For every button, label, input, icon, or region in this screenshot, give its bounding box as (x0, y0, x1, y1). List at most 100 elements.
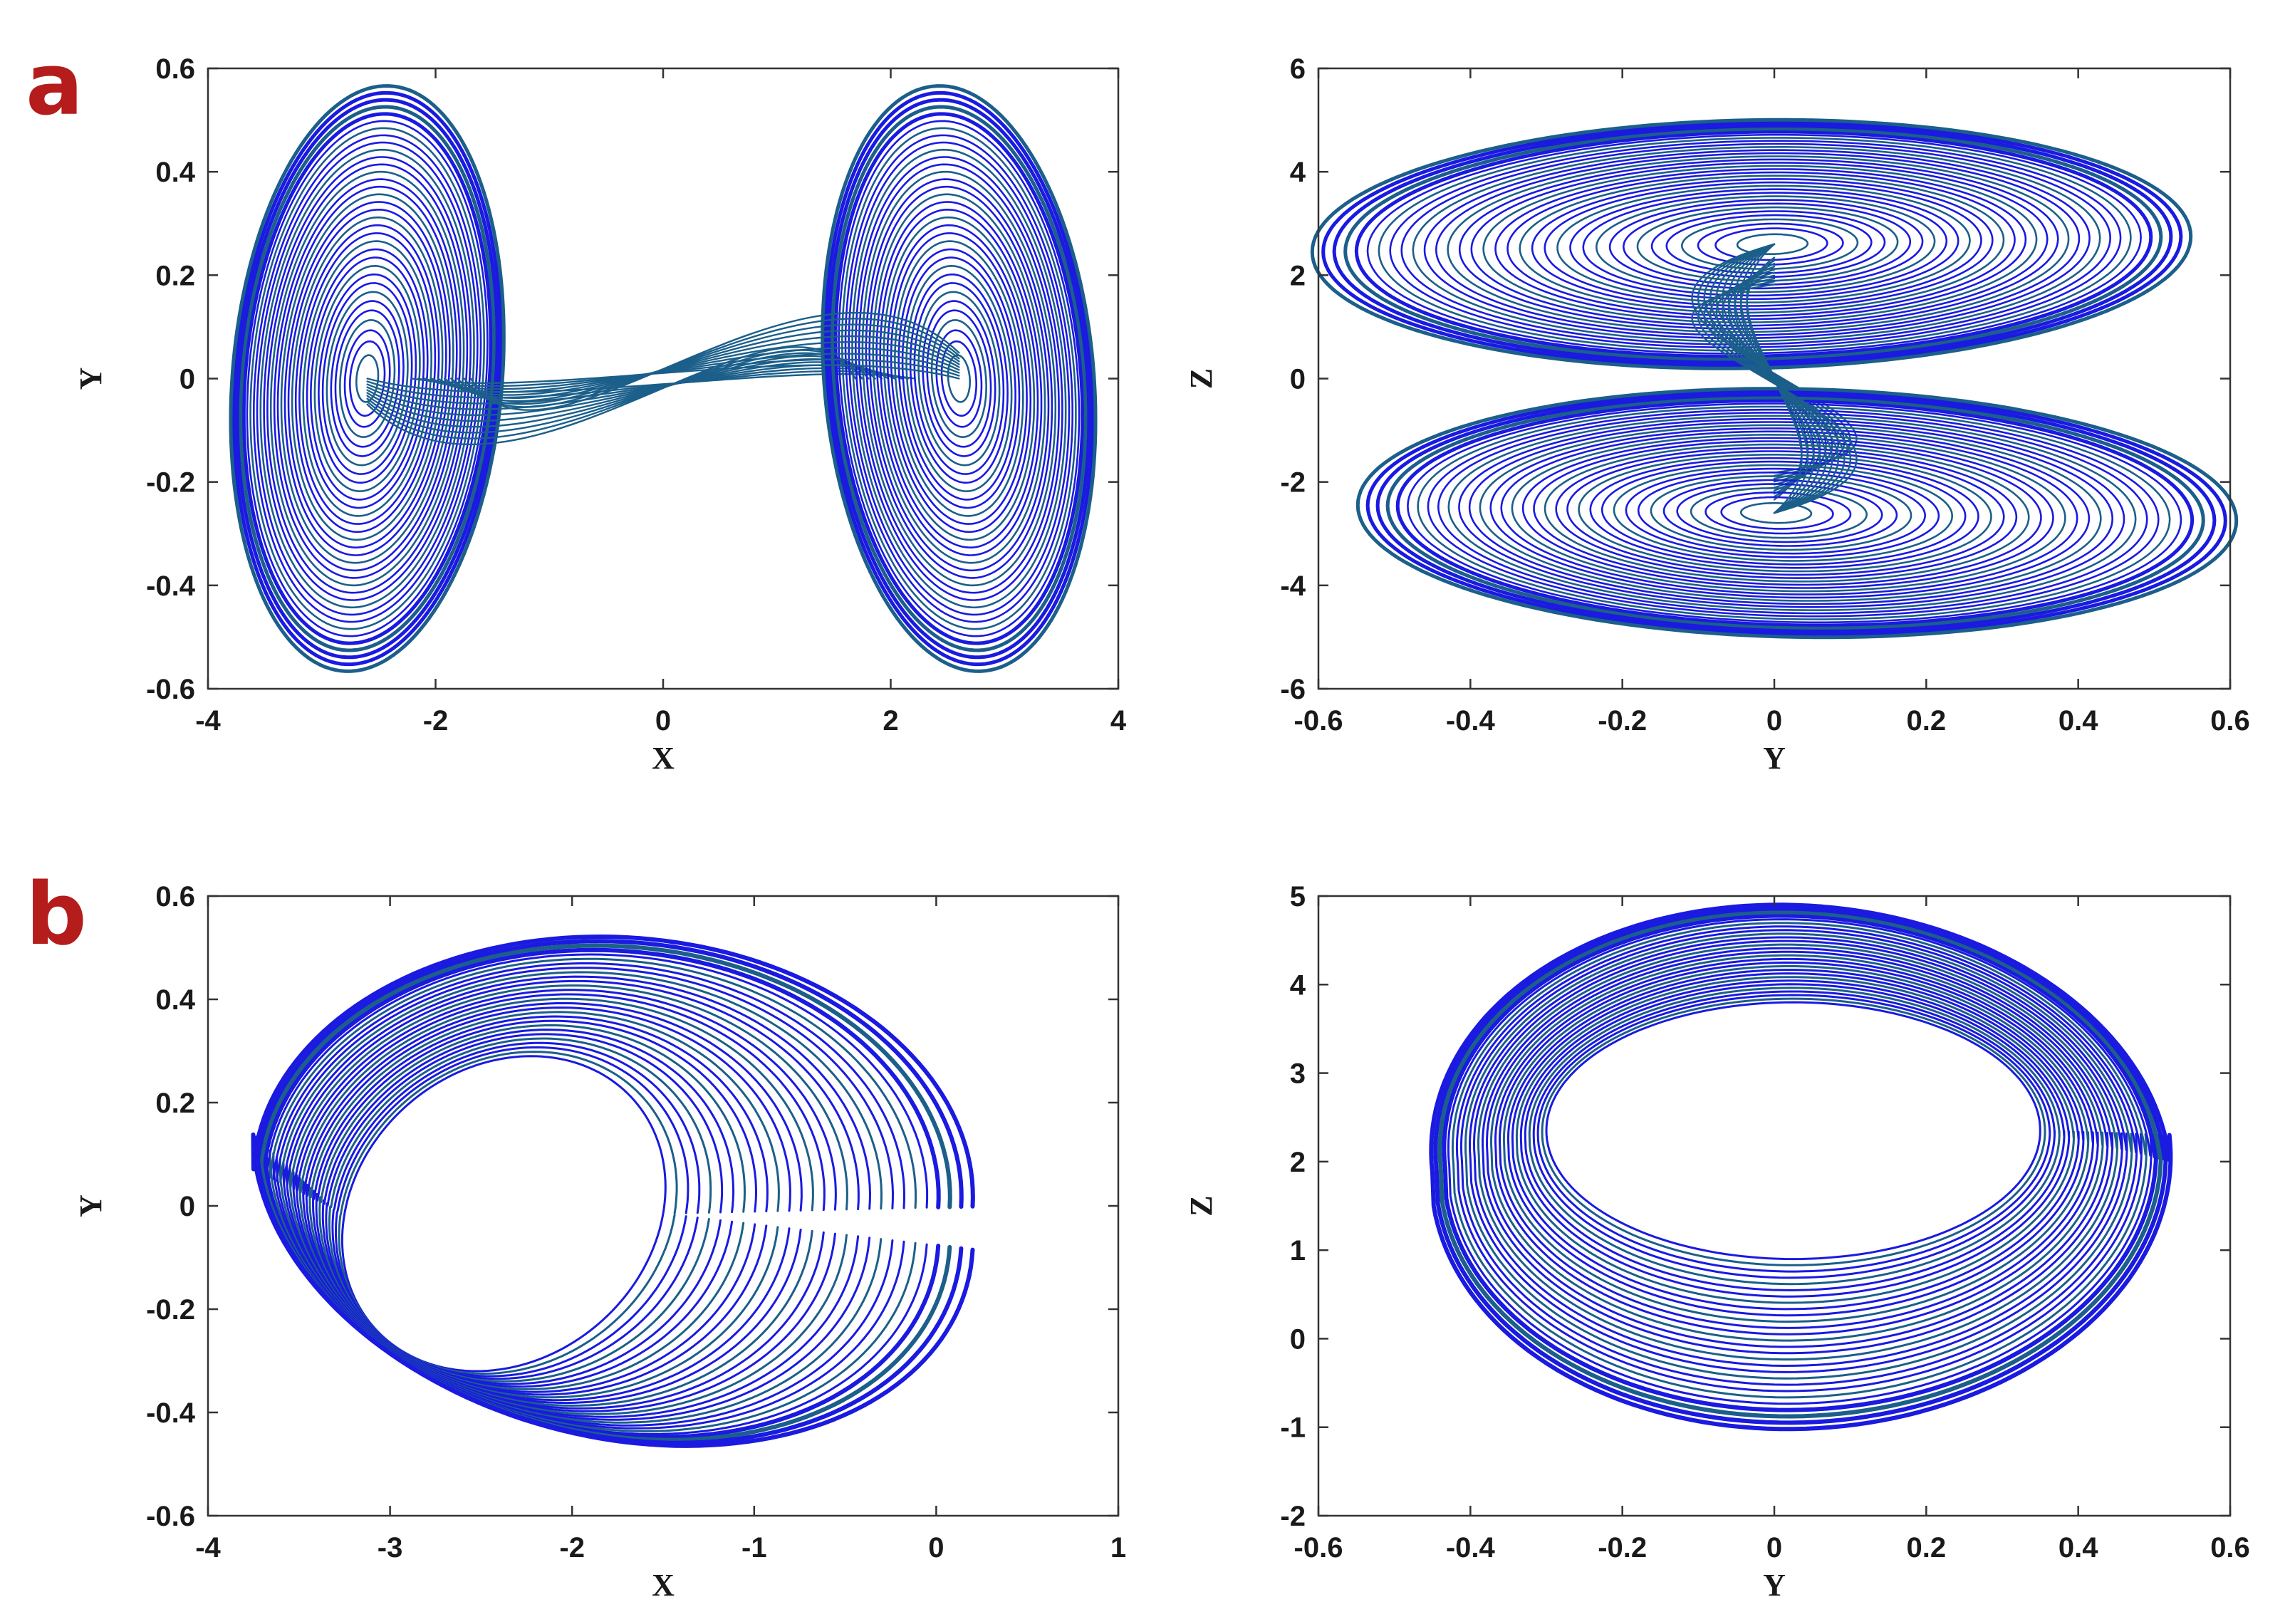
trajectory-strand (1469, 936, 2128, 1373)
trajectory-strand (321, 1029, 735, 1388)
trajectory-strand (1691, 243, 1858, 474)
y-tick-label: 2 (1290, 1147, 1306, 1178)
trajectory-strand (1500, 430, 2078, 595)
trajectory-strand (366, 349, 863, 439)
y-tick-label: -6 (1280, 674, 1306, 705)
y-tick-label: 2 (1290, 260, 1306, 291)
trajectory-0 (229, 84, 1098, 673)
trajectory-strand (457, 323, 960, 405)
trajectory-strand (430, 347, 960, 393)
trajectory-strand (330, 300, 405, 457)
trajectory-strand (1407, 402, 2182, 624)
trajectory-strand (1477, 943, 2118, 1361)
trajectory-strand (1468, 421, 2113, 605)
x-tick-label: 0 (1766, 705, 1782, 736)
trajectory-strand (1427, 408, 2160, 618)
chart-b-yz: -0.6 -0.4 -0.2 0 0.2 0.4 0.6 -2 -1 0 1 2 3 4 5 Y Z (1184, 881, 2250, 1603)
y-axis-label: Y (73, 1194, 108, 1217)
trajectory-strand (1417, 405, 2171, 620)
trajectory-strand (1544, 181, 1982, 307)
trajectory-strand (269, 170, 465, 587)
trajectory-strand (1511, 434, 2066, 593)
trajectory-1 (1310, 118, 2239, 640)
x-tick-label: -1 (741, 1532, 767, 1563)
trajectory-strand (1459, 929, 2138, 1386)
y-tick-label: -2 (1280, 1501, 1306, 1532)
trajectory-strand (306, 248, 429, 509)
trajectory-strand (315, 1019, 757, 1393)
trajectory-strand (328, 1037, 712, 1383)
trajectory-strand (287, 209, 447, 548)
trajectory-strand (1528, 987, 2061, 1286)
trajectory-strand (861, 170, 1057, 587)
x-tick-label: 1 (1110, 1532, 1126, 1563)
trajectory-strand (1400, 142, 2111, 345)
trajectory-strand (276, 185, 458, 572)
y-tick-label: -0.4 (146, 1397, 196, 1429)
trajectory-strand (1435, 152, 2081, 336)
trajectory-strand (1479, 424, 2102, 602)
plot-frame (207, 895, 1120, 1517)
y-tick-label: -0.6 (146, 1501, 195, 1532)
x-tick-label: -2 (423, 705, 449, 736)
trajectory-strand (1524, 983, 2066, 1291)
trajectory-strand (1736, 233, 1809, 255)
trajectory-strand (450, 329, 960, 402)
trajectory-strand (1511, 972, 2080, 1311)
trajectory-strand (1489, 427, 2091, 599)
trajectory-strand (926, 309, 992, 448)
trajectory-2 (251, 935, 975, 1448)
trajectory-strand (1343, 127, 2163, 362)
trajectory-strand (940, 340, 977, 417)
trajectory-strand (851, 148, 1067, 609)
trajectory-strand (229, 84, 506, 673)
trajectory-strand (1482, 947, 2114, 1355)
trajectory-strand (263, 156, 472, 601)
trajectory-strand (272, 962, 905, 1430)
trajectory-strand (335, 1046, 689, 1378)
y-tick-label: 0 (1290, 1323, 1306, 1355)
trajectory-strand (844, 134, 1073, 623)
trajectory-strand (318, 1024, 746, 1390)
trajectory-strand (833, 112, 1085, 645)
trajectory-strand (1532, 990, 2056, 1279)
trajectory-strand (1310, 118, 2193, 370)
trajectory-strand (1375, 392, 2217, 633)
x-tick-label: -0.6 (1294, 705, 1343, 736)
trajectory-strand (935, 329, 983, 428)
trajectory-strand (1608, 199, 1924, 290)
trajectory-strand (334, 309, 400, 448)
y-tick-label: -0.4 (146, 571, 196, 602)
trajectory-strand (269, 957, 917, 1432)
y-tick-label: 4 (1290, 969, 1306, 1001)
trajectory-strand (308, 1011, 780, 1399)
trajectory-strand (872, 193, 1046, 564)
y-tick-label: 5 (1290, 881, 1306, 912)
trajectory-strand (823, 90, 1094, 667)
x-tick-label: 0 (655, 705, 671, 736)
trajectory-strand (1665, 214, 1873, 274)
trajectory-strand (1486, 950, 2109, 1348)
trajectory-strand (1697, 222, 1844, 266)
trajectory-strand (256, 141, 479, 616)
trajectory-strand (266, 163, 469, 594)
trajectory-strand (1515, 976, 2075, 1304)
trajectory-strand (437, 341, 960, 396)
trajectory-strand (1589, 457, 1979, 569)
x-axis-label: X (652, 741, 675, 776)
x-tick-label: 0 (928, 1532, 944, 1563)
trajectory-strand (312, 1015, 769, 1396)
trajectory-strand (1458, 417, 2125, 608)
trajectory-strand (282, 975, 871, 1421)
trajectory-strand (1637, 472, 1926, 555)
trajectory-strand (1378, 137, 2132, 352)
x-tick-label: 4 (1110, 705, 1127, 736)
trajectory-strand (1412, 146, 2101, 343)
trajectory-strand (339, 319, 396, 438)
trajectory-strand (1623, 202, 1912, 286)
trajectory-strand (1458, 158, 2059, 330)
trajectory-strand (273, 178, 462, 579)
y-tick-label: -0.6 (146, 674, 195, 705)
x-tick-label: 0.2 (1907, 705, 1947, 736)
